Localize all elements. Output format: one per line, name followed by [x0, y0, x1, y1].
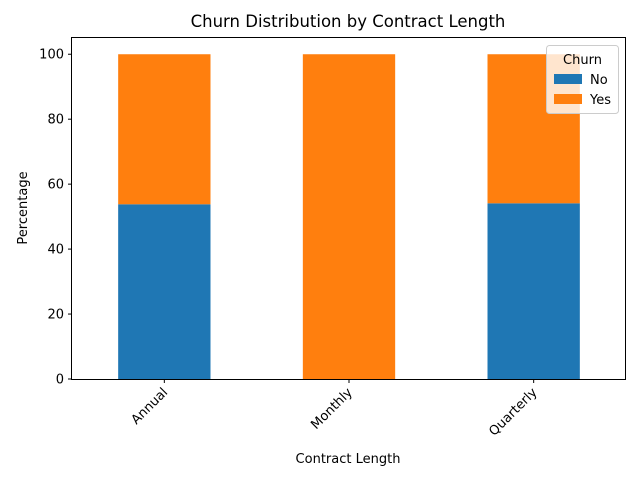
y-tick-label: 100 — [39, 48, 64, 63]
x-axis-label: Contract Length — [296, 452, 401, 467]
x-axis: Annual Monthly Quarterly — [129, 379, 541, 439]
legend-swatch-no — [554, 74, 582, 84]
x-tick-label-monthly: Monthly — [308, 385, 356, 433]
y-axis-label: Percentage — [16, 171, 31, 244]
y-tick-label: 0 — [56, 373, 64, 388]
legend-title: Churn — [563, 53, 602, 68]
legend-label-no: No — [590, 73, 608, 88]
y-tick-label: 40 — [47, 243, 64, 258]
bar-no-annual — [118, 204, 211, 379]
legend-label-yes: Yes — [589, 93, 611, 108]
legend-swatch-yes — [554, 94, 582, 104]
bar-yes-annual — [118, 54, 211, 205]
x-tick-label-quarterly: Quarterly — [486, 385, 540, 439]
bars-group — [118, 54, 580, 379]
y-tick-label: 80 — [47, 113, 64, 128]
x-tick-label-annual: Annual — [129, 385, 172, 428]
y-tick-label: 20 — [47, 308, 64, 323]
chart-title: Churn Distribution by Contract Length — [191, 12, 506, 31]
legend: Churn No Yes — [546, 45, 619, 114]
bar-yes-monthly — [302, 54, 396, 379]
y-tick-label: 60 — [47, 178, 64, 193]
bar-no-quarterly — [487, 203, 580, 379]
y-axis: 0 20 40 60 80 100 — [39, 48, 72, 388]
